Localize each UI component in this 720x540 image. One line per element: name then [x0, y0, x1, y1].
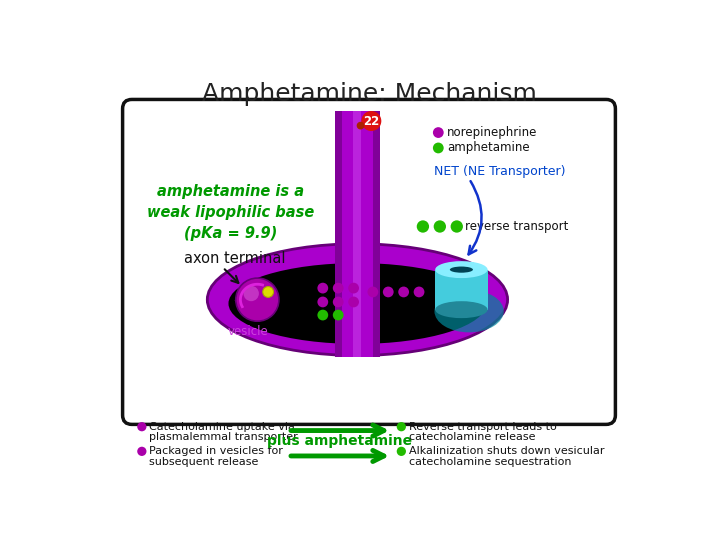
- Text: Catecholamine uptake via: Catecholamine uptake via: [149, 422, 294, 431]
- Circle shape: [333, 309, 343, 320]
- Circle shape: [263, 287, 274, 298]
- Circle shape: [138, 447, 146, 456]
- Circle shape: [318, 309, 328, 320]
- Text: amphetamine is a
weak lipophilic base
(pKa = 9.9): amphetamine is a weak lipophilic base (p…: [147, 184, 314, 241]
- Ellipse shape: [435, 261, 487, 278]
- FancyBboxPatch shape: [122, 99, 616, 424]
- Circle shape: [356, 122, 364, 130]
- Circle shape: [451, 220, 463, 233]
- FancyArrowPatch shape: [469, 181, 482, 254]
- Circle shape: [348, 283, 359, 294]
- Text: vesicle: vesicle: [228, 325, 269, 338]
- Circle shape: [398, 287, 409, 298]
- Circle shape: [348, 296, 359, 307]
- Text: norepinephrine: norepinephrine: [447, 126, 537, 139]
- Bar: [335, 257, 342, 357]
- Bar: [353, 257, 361, 357]
- Bar: [435, 269, 487, 309]
- Text: plasmalemmal transporter: plasmalemmal transporter: [149, 433, 297, 442]
- Bar: [353, 111, 361, 303]
- Circle shape: [367, 287, 378, 298]
- Circle shape: [397, 422, 406, 431]
- Text: 22: 22: [363, 114, 379, 127]
- Ellipse shape: [450, 267, 473, 273]
- Ellipse shape: [228, 263, 487, 344]
- Text: subsequent release: subsequent release: [149, 457, 258, 467]
- Text: NET (NE Transporter): NET (NE Transporter): [434, 165, 566, 178]
- Circle shape: [235, 278, 279, 321]
- Circle shape: [433, 220, 446, 233]
- Circle shape: [138, 422, 146, 431]
- Text: amphetamine: amphetamine: [447, 141, 529, 154]
- Circle shape: [361, 111, 382, 131]
- Bar: [335, 111, 379, 303]
- Circle shape: [433, 143, 444, 153]
- Text: axon terminal: axon terminal: [184, 251, 286, 266]
- Text: catecholamine sequestration: catecholamine sequestration: [409, 457, 572, 467]
- Circle shape: [397, 447, 406, 456]
- Bar: [335, 111, 342, 303]
- Text: Alkalinization shuts down vesicular: Alkalinization shuts down vesicular: [409, 447, 605, 456]
- Circle shape: [433, 127, 444, 138]
- Circle shape: [383, 287, 394, 298]
- Circle shape: [333, 296, 343, 307]
- Ellipse shape: [435, 301, 487, 318]
- Circle shape: [318, 296, 328, 307]
- Bar: [373, 111, 379, 303]
- Ellipse shape: [207, 244, 508, 355]
- FancyArrowPatch shape: [225, 269, 238, 283]
- Text: catecholamine release: catecholamine release: [409, 433, 536, 442]
- Text: plus amphetamine: plus amphetamine: [267, 434, 413, 448]
- Circle shape: [417, 220, 429, 233]
- Circle shape: [333, 283, 343, 294]
- Bar: [335, 257, 379, 357]
- Text: Reverse transport leads to: Reverse transport leads to: [409, 422, 557, 431]
- Circle shape: [318, 283, 328, 294]
- Text: Amphetamine: Mechanism: Amphetamine: Mechanism: [202, 82, 536, 106]
- Circle shape: [243, 286, 259, 301]
- Text: reverse transport: reverse transport: [465, 220, 569, 233]
- Text: Packaged in vesicles for: Packaged in vesicles for: [149, 447, 283, 456]
- Ellipse shape: [434, 290, 504, 333]
- Circle shape: [414, 287, 425, 298]
- Bar: [373, 257, 379, 357]
